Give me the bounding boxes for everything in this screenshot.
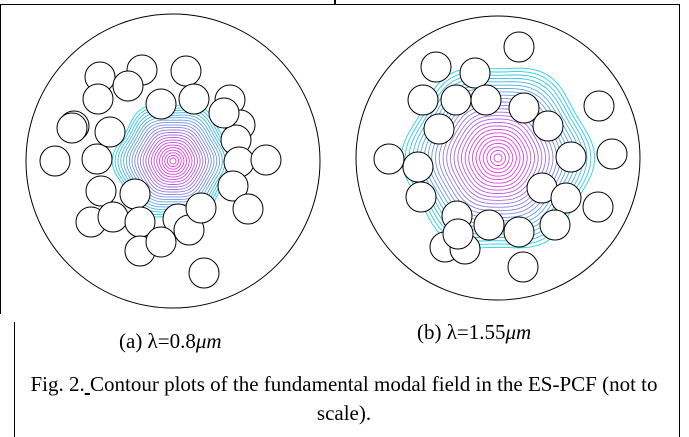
frame-top-segment xyxy=(0,4,336,5)
fiber-a-contour-line xyxy=(169,157,177,165)
caption-text: Contour plots of the fundamental modal f… xyxy=(89,372,658,425)
frame-right-edge xyxy=(679,4,680,437)
fiber-a-contour-line xyxy=(150,139,196,183)
caption-prefix: Fig. 2. xyxy=(30,372,85,396)
figure-caption: Fig. 2. Contour plots of the fundamental… xyxy=(14,370,674,428)
fiber-b-air-hole xyxy=(440,84,472,116)
fiber-b-air-hole xyxy=(420,51,452,83)
fiber-a-air-hole xyxy=(170,55,202,87)
fiber-b-air-hole xyxy=(555,141,587,173)
fiber-b-contour-line xyxy=(475,135,521,181)
fiber-a-contour-line xyxy=(164,152,182,170)
fiber-b-air-hole xyxy=(503,216,535,248)
fiber-a-air-hole xyxy=(97,201,129,233)
fiber-a-cladding-circle xyxy=(25,13,321,309)
fiber-b-air-hole xyxy=(550,182,582,214)
fiber-a-air-hole xyxy=(178,83,210,115)
frame-left-edge xyxy=(0,4,1,314)
fiber-b-cladding-circle xyxy=(355,15,641,301)
frame-left-lower xyxy=(14,322,15,437)
fiber-a-air-hole xyxy=(217,170,249,202)
fiber-b-contour-line xyxy=(489,150,507,166)
fiber-a-air-hole xyxy=(39,145,71,177)
fiber-a-contour-line xyxy=(134,124,212,198)
fiber-a-contour-line xyxy=(156,144,190,178)
fiber-a-air-hole xyxy=(82,83,114,115)
fiber-b-air-hole xyxy=(470,84,502,116)
fiber-a-air-hole xyxy=(112,70,144,102)
fiber-b-air-hole xyxy=(582,191,614,223)
fiber-a-contour-line xyxy=(153,142,193,180)
fiber-b-contour-line xyxy=(479,139,517,177)
fiber-a-air-hole xyxy=(145,226,177,258)
fiber-a-contour-line xyxy=(166,154,180,168)
fiber-a-contour-line xyxy=(148,137,198,185)
fiber-b-contour-line xyxy=(471,132,525,184)
fiber-b-air-hole xyxy=(459,57,491,89)
fiber-b-air-hole xyxy=(423,113,455,145)
fiber-b-contour-line xyxy=(464,125,532,191)
fiber-a-air-hole xyxy=(185,192,217,224)
fiber-b-air-hole xyxy=(507,251,539,283)
subcaption-b-label: (b) λ=1.55 xyxy=(417,320,506,344)
fiber-a-contour-line xyxy=(161,149,185,173)
fiber-b-air-hole xyxy=(373,143,405,175)
fiber-b-air-hole xyxy=(407,84,439,116)
fiber-a-air-hole xyxy=(232,193,264,225)
frame-top-mark xyxy=(334,0,336,5)
fiber-b-air-hole xyxy=(442,218,474,250)
fiber-a-air-hole xyxy=(188,257,220,289)
fiber-b-air-hole xyxy=(539,209,571,241)
fiber-b-group xyxy=(355,15,641,301)
fiber-a-air-hole xyxy=(85,175,117,207)
fiber-b-contour-line xyxy=(486,146,510,170)
fiber-b-contour-line xyxy=(482,142,514,174)
fiber-b-air-hole xyxy=(583,90,615,122)
subcaption-a-unit: μm xyxy=(195,329,222,353)
fiber-b-air-hole xyxy=(503,31,535,63)
fiber-a-group xyxy=(25,13,321,309)
fiber-b-air-hole xyxy=(532,110,564,142)
fiber-a-air-hole xyxy=(208,97,240,129)
subcaption-b-unit: μm xyxy=(505,320,532,344)
fiber-b-air-hole xyxy=(402,151,434,183)
fiber-a-contour-line xyxy=(139,129,207,193)
subcaption-b: (b) λ=1.55μm xyxy=(417,320,531,345)
fiber-b-air-hole xyxy=(508,92,540,124)
fiber-b-air-hole xyxy=(405,181,437,213)
fiber-b-contour-line xyxy=(493,153,503,163)
subcaption-a-label: (a) λ=0.8 xyxy=(119,329,196,353)
frame-top-right xyxy=(336,4,680,5)
fiber-b-contour-line xyxy=(468,128,528,188)
fiber-b-contour-line xyxy=(460,122,536,194)
subcaption-a: (a) λ=0.8μm xyxy=(119,329,222,354)
fiber-a-air-hole xyxy=(81,143,113,175)
fiber-a-air-hole xyxy=(145,88,177,120)
fiber-a-air-hole xyxy=(119,178,151,210)
fiber-b-contour-line xyxy=(457,118,539,198)
fiber-b-air-hole xyxy=(473,209,505,241)
fiber-a-air-hole xyxy=(56,112,88,144)
fiber-a-contour-line xyxy=(145,134,201,188)
fiber-a-contour-line xyxy=(142,132,204,190)
fiber-b-air-hole xyxy=(596,138,628,170)
contour-plots xyxy=(25,13,641,309)
fiber-a-contour-line xyxy=(158,147,188,175)
fiber-a-air-hole xyxy=(94,116,126,148)
fiber-a-air-hole xyxy=(250,144,282,176)
fiber-a-contour-line xyxy=(137,127,209,195)
fiber-b-contour-line xyxy=(404,71,592,245)
